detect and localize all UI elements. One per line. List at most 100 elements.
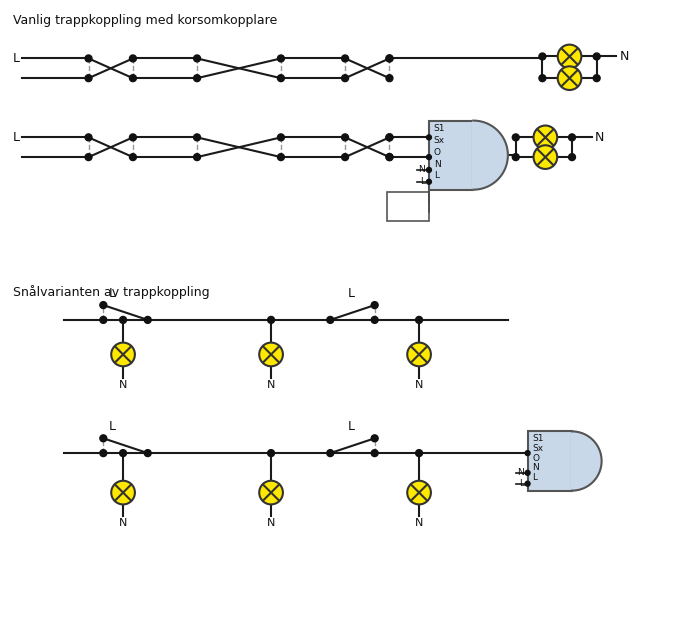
Circle shape — [111, 481, 135, 505]
Circle shape — [386, 134, 393, 141]
Circle shape — [194, 134, 200, 141]
Circle shape — [85, 153, 92, 160]
Circle shape — [120, 449, 127, 456]
Circle shape — [386, 55, 393, 62]
Circle shape — [130, 153, 136, 160]
Text: L: L — [519, 479, 524, 488]
Circle shape — [85, 134, 92, 141]
Circle shape — [100, 449, 107, 456]
Text: N: N — [595, 131, 604, 144]
Circle shape — [593, 53, 600, 60]
Text: L: L — [533, 473, 538, 482]
Circle shape — [120, 317, 127, 324]
Circle shape — [342, 134, 349, 141]
Text: N: N — [415, 518, 424, 528]
Circle shape — [130, 74, 136, 81]
Text: S1: S1 — [533, 434, 544, 443]
Circle shape — [371, 449, 378, 456]
Text: O: O — [533, 454, 540, 463]
Circle shape — [85, 55, 92, 62]
Circle shape — [426, 179, 431, 184]
Circle shape — [386, 153, 393, 160]
Circle shape — [327, 317, 334, 324]
Circle shape — [371, 435, 378, 442]
Polygon shape — [572, 431, 601, 491]
Text: N: N — [533, 463, 539, 473]
Circle shape — [100, 317, 107, 324]
Circle shape — [277, 74, 284, 81]
Text: N: N — [415, 380, 424, 390]
Circle shape — [539, 74, 546, 81]
Circle shape — [194, 55, 200, 62]
Circle shape — [85, 74, 92, 81]
Circle shape — [568, 153, 575, 160]
Circle shape — [386, 74, 393, 81]
Circle shape — [267, 449, 274, 456]
Text: Snålvarianten av trappkoppling: Snålvarianten av trappkoppling — [13, 285, 209, 299]
Circle shape — [568, 134, 575, 141]
Circle shape — [386, 55, 393, 62]
Circle shape — [525, 470, 530, 475]
Text: L: L — [348, 421, 355, 433]
Circle shape — [130, 134, 136, 141]
Circle shape — [267, 317, 274, 324]
Circle shape — [512, 153, 519, 160]
Text: N: N — [434, 160, 440, 168]
Circle shape — [371, 302, 378, 309]
Circle shape — [277, 55, 284, 62]
Text: L: L — [348, 287, 355, 300]
Text: N: N — [119, 380, 127, 390]
Circle shape — [144, 449, 151, 456]
Text: N: N — [517, 468, 524, 478]
Circle shape — [386, 134, 393, 141]
Polygon shape — [473, 121, 508, 190]
Polygon shape — [429, 121, 473, 190]
Circle shape — [416, 317, 423, 324]
Circle shape — [371, 317, 378, 324]
Circle shape — [558, 66, 582, 90]
Circle shape — [342, 55, 349, 62]
Polygon shape — [528, 431, 572, 491]
Circle shape — [130, 55, 136, 62]
Circle shape — [144, 317, 151, 324]
Circle shape — [407, 342, 431, 366]
Circle shape — [277, 153, 284, 160]
Circle shape — [426, 155, 431, 160]
Text: L: L — [108, 287, 116, 300]
Circle shape — [259, 342, 283, 366]
Circle shape — [426, 135, 431, 140]
Circle shape — [525, 481, 530, 486]
Text: O: O — [434, 148, 441, 156]
Circle shape — [342, 74, 349, 81]
Circle shape — [194, 74, 200, 81]
Circle shape — [539, 53, 546, 60]
Circle shape — [277, 134, 284, 141]
Circle shape — [100, 302, 107, 309]
Circle shape — [342, 153, 349, 160]
Text: S1: S1 — [434, 124, 445, 133]
Text: Vanlig trappkoppling med korsomkopplare: Vanlig trappkoppling med korsomkopplare — [13, 14, 276, 27]
Text: L: L — [420, 177, 425, 187]
Text: L: L — [13, 131, 20, 144]
Text: L: L — [434, 172, 439, 180]
Circle shape — [259, 481, 283, 505]
Circle shape — [533, 145, 557, 169]
Circle shape — [100, 435, 107, 442]
Text: L: L — [13, 52, 20, 65]
Text: N: N — [267, 380, 275, 390]
Circle shape — [111, 342, 135, 366]
Circle shape — [386, 153, 393, 160]
Circle shape — [416, 449, 423, 456]
Text: N: N — [267, 518, 275, 528]
Text: N: N — [620, 50, 629, 63]
Circle shape — [533, 126, 557, 149]
Text: Sx: Sx — [533, 444, 544, 453]
Circle shape — [407, 481, 431, 505]
Circle shape — [426, 168, 431, 172]
Circle shape — [525, 451, 530, 456]
Circle shape — [512, 134, 519, 141]
Circle shape — [593, 74, 600, 81]
Text: N: N — [119, 518, 127, 528]
Text: N: N — [418, 165, 425, 175]
Circle shape — [194, 153, 200, 160]
